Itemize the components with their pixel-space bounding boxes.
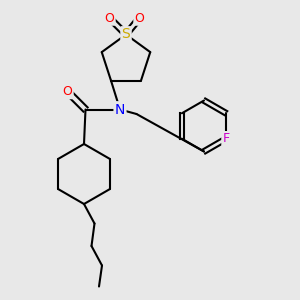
Text: N: N [115, 103, 125, 116]
Text: O: O [105, 11, 114, 25]
Text: O: O [63, 85, 72, 98]
Text: O: O [135, 11, 144, 25]
Text: S: S [122, 28, 130, 41]
Text: F: F [223, 132, 230, 145]
